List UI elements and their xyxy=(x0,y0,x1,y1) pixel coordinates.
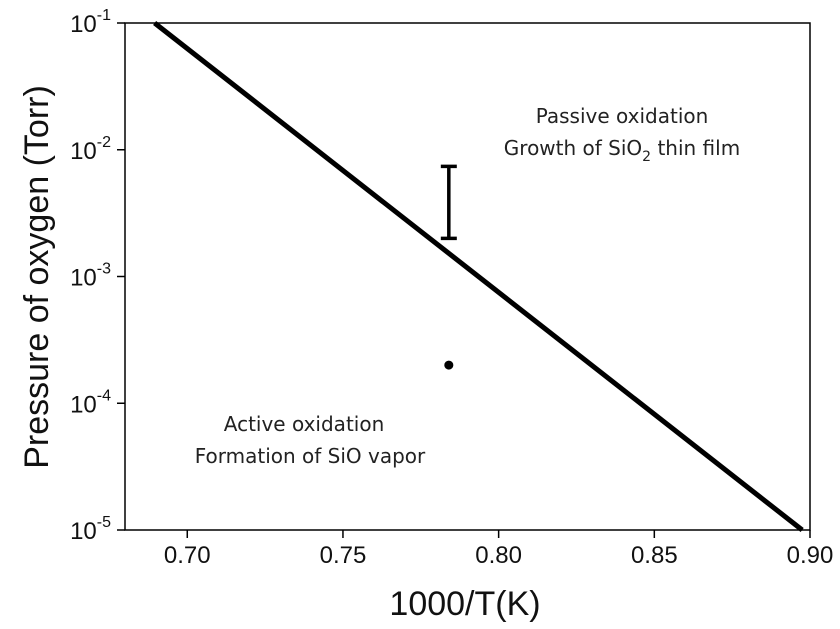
x-tick-label: 0.75 xyxy=(320,542,367,569)
plot-frame xyxy=(124,22,811,531)
annotation-active-title: Active oxidation xyxy=(224,412,385,436)
x-axis-title: 1000/T(K) xyxy=(389,585,540,623)
annotation-passive-detail: Growth of SiO2 thin film xyxy=(504,136,740,165)
y-tick-label: 10-2 xyxy=(70,134,111,165)
ticks-layer: 0.70 0.75 0.80 0.85 0.90 10-5 10-4 10-3 10-2 10-1 xyxy=(70,7,833,569)
x-tick-label: 0.80 xyxy=(475,542,522,569)
x-tick-label: 0.70 xyxy=(164,542,211,569)
error-bar xyxy=(440,164,457,241)
y-tick-label: 10-3 xyxy=(70,261,111,292)
y-tick-label: 10-4 xyxy=(70,387,111,418)
annotation-passive-title: Passive oxidation xyxy=(536,104,709,128)
annotation-active-detail: Formation of SiO vapor xyxy=(195,444,426,468)
y-tick-label: 10-5 xyxy=(70,514,111,545)
y-axis-title: Pressure of oxygen (Torr) xyxy=(18,85,56,469)
series-line xyxy=(153,21,804,532)
x-tick-label: 0.90 xyxy=(787,542,834,569)
x-tick-label: 0.85 xyxy=(631,542,678,569)
y-tick-label: 10-1 xyxy=(70,7,111,38)
data-layer xyxy=(153,21,804,532)
data-point xyxy=(444,360,454,370)
